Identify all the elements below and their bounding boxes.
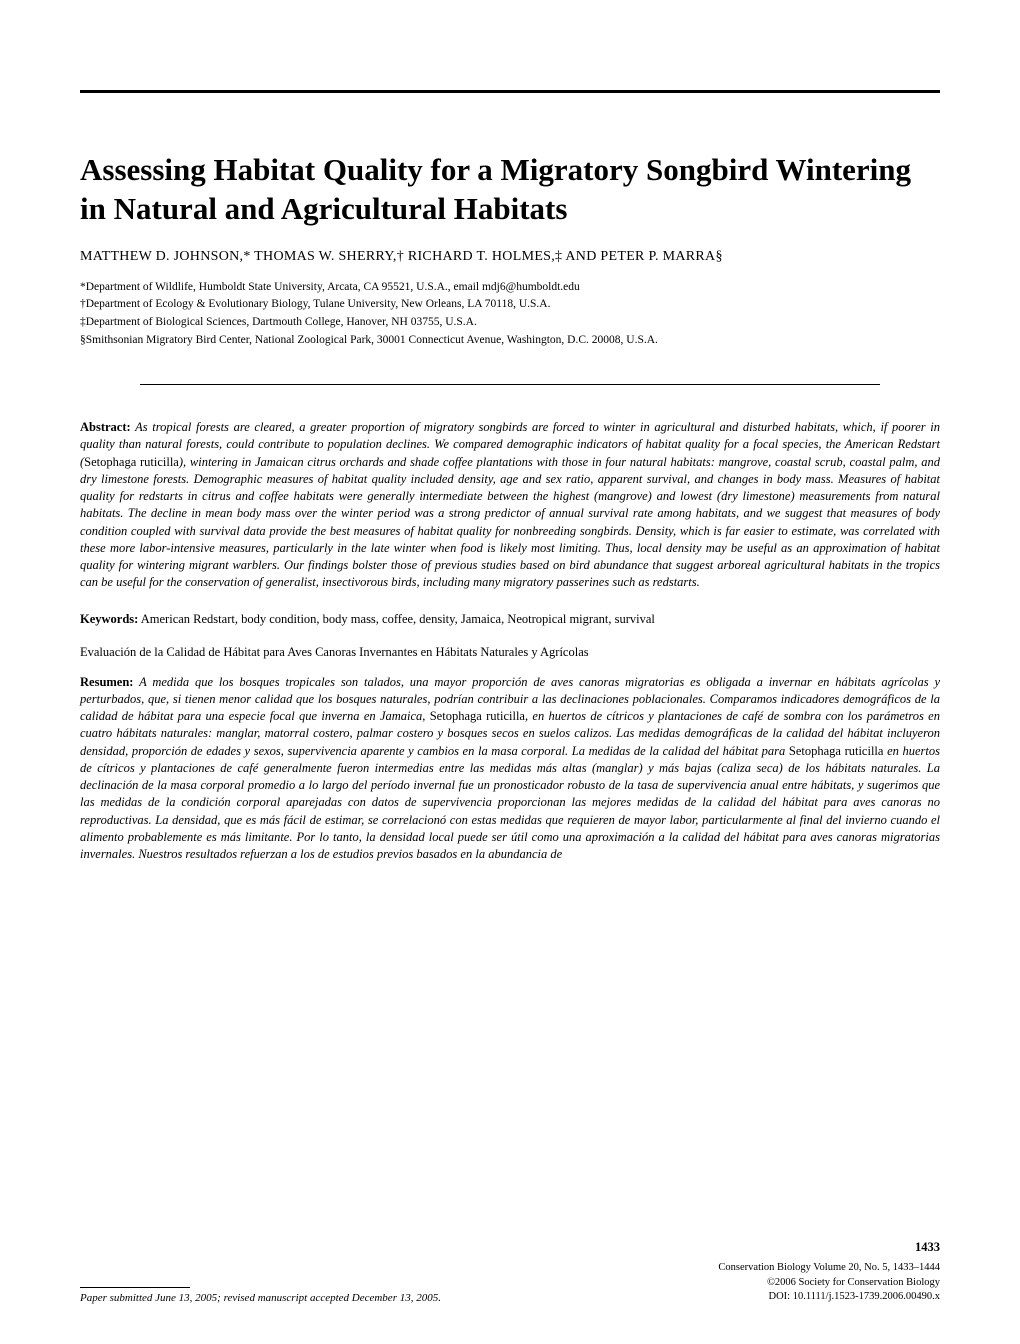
copyright-line: ©2006 Society for Conservation Biology — [718, 1276, 940, 1290]
affiliation-item: ‡Department of Biological Sciences, Dart… — [80, 314, 940, 331]
abstract-label: Abstract: — [80, 420, 131, 434]
abstract-text-part: ), wintering in Jamaican citrus orchards… — [80, 455, 940, 590]
species-name: Setophaga ruticilla — [789, 744, 884, 758]
species-name: Setophaga ruticilla — [84, 455, 179, 469]
page-number: 1433 — [718, 1239, 940, 1256]
authors-line: MATTHEW D. JOHNSON,* THOMAS W. SHERRY,† … — [80, 249, 940, 265]
keywords-label: Keywords: — [80, 612, 138, 626]
spanish-subtitle: Evaluación de la Calidad de Hábitat para… — [80, 645, 940, 660]
article-title: Assessing Habitat Quality for a Migrator… — [80, 151, 940, 229]
doi-line: DOI: 10.1111/j.1523-1739.2006.00490.x — [718, 1290, 940, 1304]
footer-right-block: 1433 Conservation Biology Volume 20, No.… — [718, 1239, 940, 1304]
affiliation-item: †Department of Ecology & Evolutionary Bi… — [80, 296, 940, 313]
resumen-text-part: en huertos de cítricos y plantaciones de… — [80, 744, 940, 862]
journal-citation: Conservation Biology Volume 20, No. 5, 1… — [718, 1261, 940, 1275]
divider-rule — [140, 384, 880, 385]
abstract-paragraph: Abstract: As tropical forests are cleare… — [80, 419, 940, 592]
resumen-label: Resumen: — [80, 675, 133, 689]
species-name: Setophaga ruticilla — [430, 709, 525, 723]
top-rule — [80, 90, 940, 93]
affiliation-item: §Smithsonian Migratory Bird Center, Nati… — [80, 332, 940, 349]
keywords-text: American Redstart, body condition, body … — [138, 612, 655, 626]
resumen-paragraph: Resumen: A medida que los bosques tropic… — [80, 674, 940, 864]
footnote-rule — [80, 1287, 190, 1288]
affiliations-block: *Department of Wildlife, Humboldt State … — [80, 279, 940, 349]
affiliation-item: *Department of Wildlife, Humboldt State … — [80, 279, 940, 296]
page-footer: Paper submitted June 13, 2005; revised m… — [80, 1287, 940, 1304]
keywords-line: Keywords: American Redstart, body condit… — [80, 612, 940, 627]
